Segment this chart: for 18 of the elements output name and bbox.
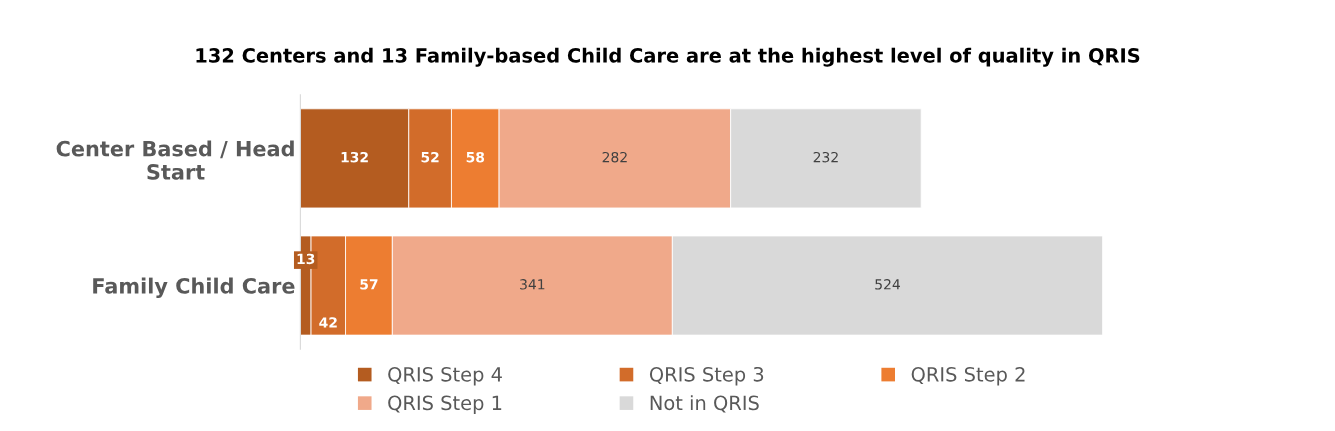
data-label: 13	[297, 253, 315, 265]
data-label: 57	[360, 279, 378, 290]
data-label: 132	[341, 151, 368, 163]
legend-label: Not in QRIS	[650, 395, 759, 413]
legend-label: QRIS Step 3	[649, 366, 764, 386]
data-label: 524	[875, 279, 900, 290]
data-label: 232	[813, 151, 838, 163]
y-tick-label: Center Based / Head Start	[56, 140, 294, 180]
chart-title: 132 Centers and 13 Family-based Child Care are at the highest level of quality in QRIS	[196, 47, 1140, 67]
data-label: 341	[520, 279, 545, 290]
data-label: 52	[421, 151, 439, 163]
legend-label: QRIS Step 1	[388, 395, 502, 414]
data-label: 282	[602, 151, 627, 163]
legend-label: QRIS Step 4	[388, 366, 502, 386]
y-tick-label: Family Child Care	[93, 277, 295, 298]
legend-label: QRIS Step 2	[911, 366, 1025, 386]
data-label: 58	[466, 151, 485, 163]
data-label: 42	[319, 317, 337, 328]
